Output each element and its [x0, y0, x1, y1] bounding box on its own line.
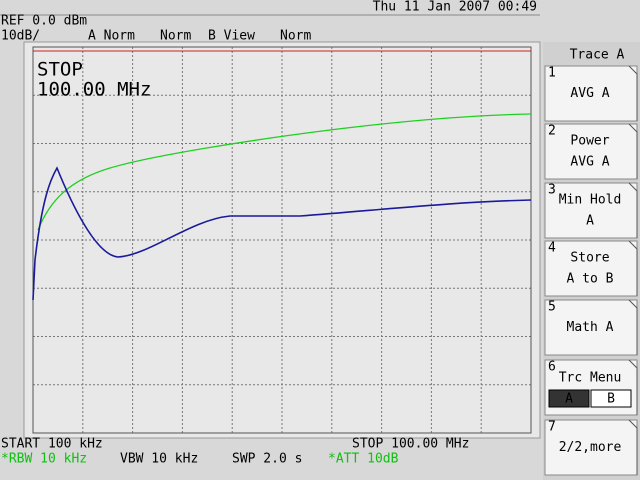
softkey-label: AVG A: [570, 155, 609, 170]
softkey-label: 2/2,more: [559, 440, 622, 455]
sweep-status: STOP: [37, 59, 83, 81]
softkey-option[interactable]: [548, 389, 590, 408]
softkey-option-label[interactable]: B: [607, 392, 615, 407]
softkey[interactable]: 72/2,more: [544, 419, 638, 476]
softkey[interactable]: 4 Store A to B: [544, 240, 638, 297]
datetime: Thu 11 Jan 2007 00:49: [373, 0, 537, 15]
softkey-label: Math A: [567, 320, 614, 335]
trace-a-mode: A_Norm: [88, 29, 135, 44]
softkey-button[interactable]: [544, 419, 638, 476]
softkey[interactable]: 1 AVG A: [544, 65, 638, 122]
softkey[interactable]: 2 Power AVG A: [544, 123, 638, 180]
softkey-bevel: [628, 299, 638, 355]
softkey-number: 3: [548, 183, 556, 198]
softkey-button[interactable]: [544, 123, 638, 180]
trace-b-state: Norm: [280, 29, 311, 44]
attenuation: *ATT 10dB: [328, 452, 399, 467]
vbw: VBW 10 kHz: [120, 452, 198, 467]
softkey-number: 7: [548, 420, 556, 435]
softkey-label: A to B: [567, 272, 614, 287]
softkey-number: 1: [548, 66, 556, 81]
softkey-bevel: [628, 419, 638, 475]
trace-b: [37, 113, 532, 231]
trace-b-mode: B_View: [208, 29, 255, 44]
softkey-button[interactable]: [544, 182, 638, 239]
softkey-number: 6: [548, 360, 556, 375]
softkey-number: 5: [548, 300, 556, 315]
softkey-label: A: [586, 214, 594, 229]
softkey-bevel: [628, 123, 638, 179]
softkey-number: 2: [548, 124, 556, 139]
softkey-title: Trace A: [570, 48, 625, 63]
scale: 10dB/: [1, 29, 40, 44]
softkey-bevel: [628, 182, 638, 238]
softkey-bevel: [628, 65, 638, 121]
softkey-number: 4: [548, 241, 556, 256]
stop-frequency: STOP 100.00 MHz: [352, 437, 469, 452]
softkey[interactable]: 5 Math A: [544, 299, 638, 356]
ref-level: REF 0.0 dBm: [1, 14, 87, 29]
softkey-option-label[interactable]: A: [565, 392, 573, 407]
softkey-label: Min Hold: [559, 193, 622, 208]
trace-a-state: Norm: [160, 29, 191, 44]
softkey-label: Store: [570, 251, 609, 266]
start-frequency: START 100 kHz: [1, 437, 103, 452]
softkey-bevel: [628, 359, 638, 415]
softkey-button[interactable]: [544, 240, 638, 297]
sweep-time: SWP 2.0 s: [232, 452, 302, 467]
softkey-label: Trc Menu: [559, 371, 622, 386]
softkey-label: Power: [570, 134, 609, 149]
rbw: *RBW 10 kHz: [1, 452, 87, 467]
softkey-label: AVG A: [570, 86, 609, 101]
graticule-border: [32, 46, 532, 434]
graticule: [33, 47, 531, 433]
trace-a: [32, 166, 532, 301]
softkey-option[interactable]: [590, 389, 632, 408]
marker-frequency: 100.00 MHz: [37, 79, 151, 101]
softkey-bevel: [628, 240, 638, 296]
